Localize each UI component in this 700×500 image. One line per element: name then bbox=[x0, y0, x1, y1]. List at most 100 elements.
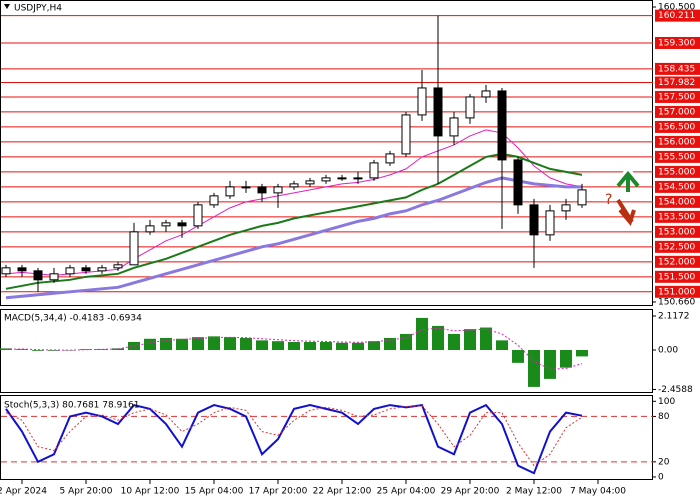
candle-body bbox=[497, 90, 507, 161]
level-label: 152.000 bbox=[658, 257, 695, 267]
chart-title: USDJPY,H4 bbox=[14, 4, 62, 14]
y-tick-label: 2.1172 bbox=[658, 312, 690, 322]
candle-body bbox=[97, 267, 107, 272]
level-label: 158.435 bbox=[658, 64, 695, 74]
macd-bar bbox=[512, 349, 524, 363]
candle-body bbox=[17, 267, 27, 272]
level-label-box bbox=[655, 285, 700, 298]
macd-bar bbox=[320, 341, 332, 350]
macd-bar bbox=[416, 317, 428, 350]
y-tick-label: 20 bbox=[658, 457, 670, 467]
level-label-box bbox=[655, 270, 700, 283]
level-label-box bbox=[655, 135, 700, 148]
candle-body bbox=[353, 177, 363, 180]
level-label-box bbox=[655, 255, 700, 268]
macd-bar bbox=[256, 340, 268, 350]
candle-body bbox=[529, 204, 539, 236]
level-label: 157.982 bbox=[658, 78, 695, 88]
level-label-box bbox=[655, 180, 700, 193]
x-tick-label: 5 Apr 20:00 bbox=[60, 487, 113, 497]
macd-bar bbox=[144, 338, 156, 350]
y-tick-label: -2.4588 bbox=[658, 385, 693, 395]
candle-body bbox=[433, 87, 443, 137]
x-tick-label: 22 Apr 12:00 bbox=[313, 487, 372, 497]
level-label: 154.000 bbox=[658, 197, 695, 207]
level-label-box bbox=[655, 225, 700, 238]
candle-body bbox=[321, 177, 331, 182]
candle-body bbox=[449, 117, 459, 137]
candle-body bbox=[289, 183, 299, 188]
macd-bar bbox=[16, 349, 28, 350]
level-label-box bbox=[655, 9, 700, 22]
level-label: 156.000 bbox=[658, 137, 695, 147]
moving-average bbox=[5, 176, 582, 300]
level-label-box bbox=[655, 90, 700, 103]
candle-body bbox=[273, 186, 283, 194]
down-arrow-stem bbox=[616, 198, 634, 224]
macd-bar bbox=[336, 342, 348, 350]
candle-body bbox=[305, 180, 315, 185]
level-label: 160.211 bbox=[658, 11, 695, 21]
y-tick-label: 0.00 bbox=[658, 345, 678, 355]
stoch-title: Stoch(5,3,3) 80.7681 78.9161 bbox=[4, 401, 139, 411]
macd-bar bbox=[560, 349, 572, 368]
macd-bar bbox=[432, 325, 444, 350]
macd-bar bbox=[352, 342, 364, 350]
level-label: 153.500 bbox=[658, 212, 695, 222]
candle-body bbox=[65, 267, 75, 275]
candle-body bbox=[177, 222, 187, 227]
level-label-box bbox=[655, 62, 700, 75]
macd-bar bbox=[304, 341, 316, 350]
candle-body bbox=[369, 162, 379, 179]
macd-bar bbox=[496, 340, 508, 350]
candle-body bbox=[113, 264, 123, 269]
y-tick-label: 150.660 bbox=[658, 298, 695, 308]
y-tick-label: 160.500 bbox=[658, 3, 695, 13]
moving-average bbox=[5, 152, 583, 290]
candle-body bbox=[209, 195, 219, 206]
candle-body bbox=[417, 87, 427, 116]
macd-signal bbox=[5, 327, 583, 370]
level-label-box bbox=[655, 36, 700, 49]
price-panel bbox=[0, 0, 653, 306]
level-label: 152.500 bbox=[658, 242, 695, 252]
level-label-box bbox=[655, 210, 700, 223]
candle-body bbox=[241, 186, 251, 189]
candle-body bbox=[337, 177, 347, 180]
x-tick-label: 17 Apr 20:00 bbox=[249, 487, 308, 497]
level-label-box bbox=[655, 165, 700, 178]
macd-bar bbox=[32, 349, 44, 351]
macd-panel bbox=[0, 309, 653, 393]
candle-body bbox=[545, 210, 555, 236]
y-tick-label: 100 bbox=[658, 397, 675, 407]
candle-body bbox=[401, 114, 411, 155]
level-label: 155.500 bbox=[658, 152, 695, 162]
candle-body bbox=[481, 90, 491, 98]
level-label-box bbox=[655, 105, 700, 118]
level-label: 154.500 bbox=[658, 182, 695, 192]
x-tick-label: 7 May 04:00 bbox=[570, 487, 626, 497]
macd-bar bbox=[544, 349, 556, 379]
candle-body bbox=[49, 273, 59, 281]
macd-bar bbox=[480, 327, 492, 350]
level-label: 156.500 bbox=[658, 122, 695, 132]
macd-bar bbox=[240, 337, 252, 350]
level-label-box bbox=[655, 195, 700, 208]
level-label: 157.000 bbox=[658, 107, 695, 117]
stoch-line bbox=[5, 403, 583, 475]
x-tick-label: 15 Apr 04:00 bbox=[185, 487, 244, 497]
candle-body bbox=[385, 153, 395, 164]
macd-bar bbox=[576, 349, 588, 357]
candle-body bbox=[513, 159, 523, 206]
candle-body bbox=[577, 189, 587, 206]
candle-body bbox=[33, 270, 43, 281]
candle-body bbox=[465, 96, 475, 119]
macd-bar bbox=[384, 337, 396, 350]
candle-body bbox=[561, 204, 571, 212]
level-label: 155.000 bbox=[658, 167, 695, 177]
candle-body bbox=[145, 225, 155, 233]
macd-bar bbox=[272, 341, 284, 350]
candle-body bbox=[225, 186, 235, 197]
level-label-box bbox=[655, 120, 700, 133]
